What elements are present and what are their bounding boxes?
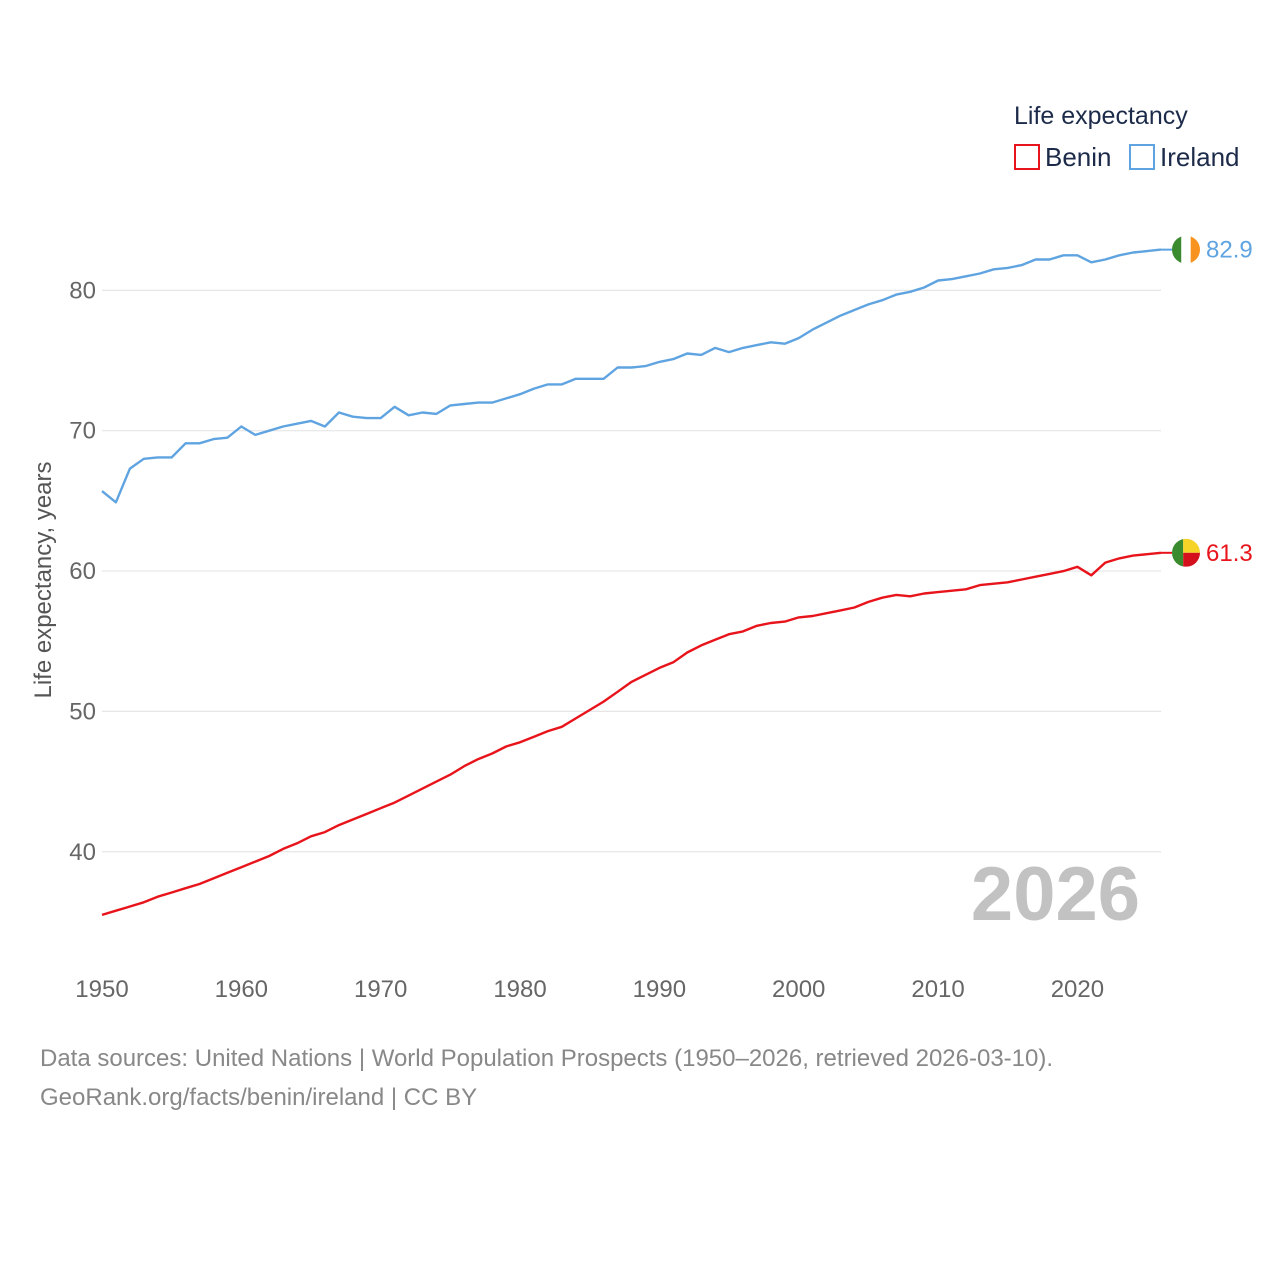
series-end-markers: 61.3 82.9 (1161, 235, 1253, 567)
legend-swatch-ireland (1129, 144, 1155, 170)
legend-label-benin: Benin (1045, 142, 1112, 172)
legend-item-ireland[interactable]: Ireland (1129, 142, 1240, 172)
x-tick-1960: 1960 (215, 976, 268, 1003)
y-tick-60: 60 (69, 558, 96, 585)
end-marker-benin: 61.3 (1161, 538, 1253, 567)
legend-title: Life expectancy (1014, 102, 1188, 130)
series-lines (101, 248, 1162, 917)
ireland-flag-icon (1172, 235, 1200, 264)
x-tick-1980: 1980 (493, 976, 546, 1003)
x-tick-1950: 1950 (75, 976, 128, 1003)
footer-sources: Data sources: United Nations | World Pop… (40, 1045, 1054, 1072)
x-tick-1970: 1970 (354, 976, 407, 1003)
series-line-benin[interactable] (101, 551, 1162, 917)
x-tick-2000: 2000 (772, 976, 825, 1003)
y-tick-40: 40 (69, 839, 96, 866)
legend: Life expectancy Benin Ireland (1014, 102, 1240, 172)
x-tick-2010: 2010 (911, 976, 964, 1003)
legend-swatch-benin (1014, 144, 1040, 170)
legend-label-ireland: Ireland (1160, 142, 1240, 172)
series-line-ireland[interactable] (101, 248, 1162, 504)
legend-item-benin[interactable]: Benin (1014, 142, 1112, 172)
x-tick-2020: 2020 (1051, 976, 1104, 1003)
footer-credit[interactable]: GeoRank.org/facts/benin/ireland | CC BY (40, 1084, 478, 1111)
gridlines (102, 289, 1161, 853)
end-value-benin: 61.3 (1206, 540, 1253, 567)
y-axis-ticks: 40 50 60 70 80 (69, 277, 96, 865)
y-axis-label: Life expectancy, years (30, 461, 57, 698)
current-year-label: 2026 (971, 852, 1140, 937)
y-tick-80: 80 (69, 277, 96, 304)
x-tick-1990: 1990 (633, 976, 686, 1003)
end-value-ireland: 82.9 (1206, 237, 1253, 264)
end-marker-ireland: 82.9 (1161, 235, 1253, 264)
y-tick-70: 70 (69, 418, 96, 445)
y-tick-50: 50 (69, 698, 96, 725)
x-axis-ticks: 1950 1960 1970 1980 1990 2000 2010 2020 (75, 976, 1104, 1003)
